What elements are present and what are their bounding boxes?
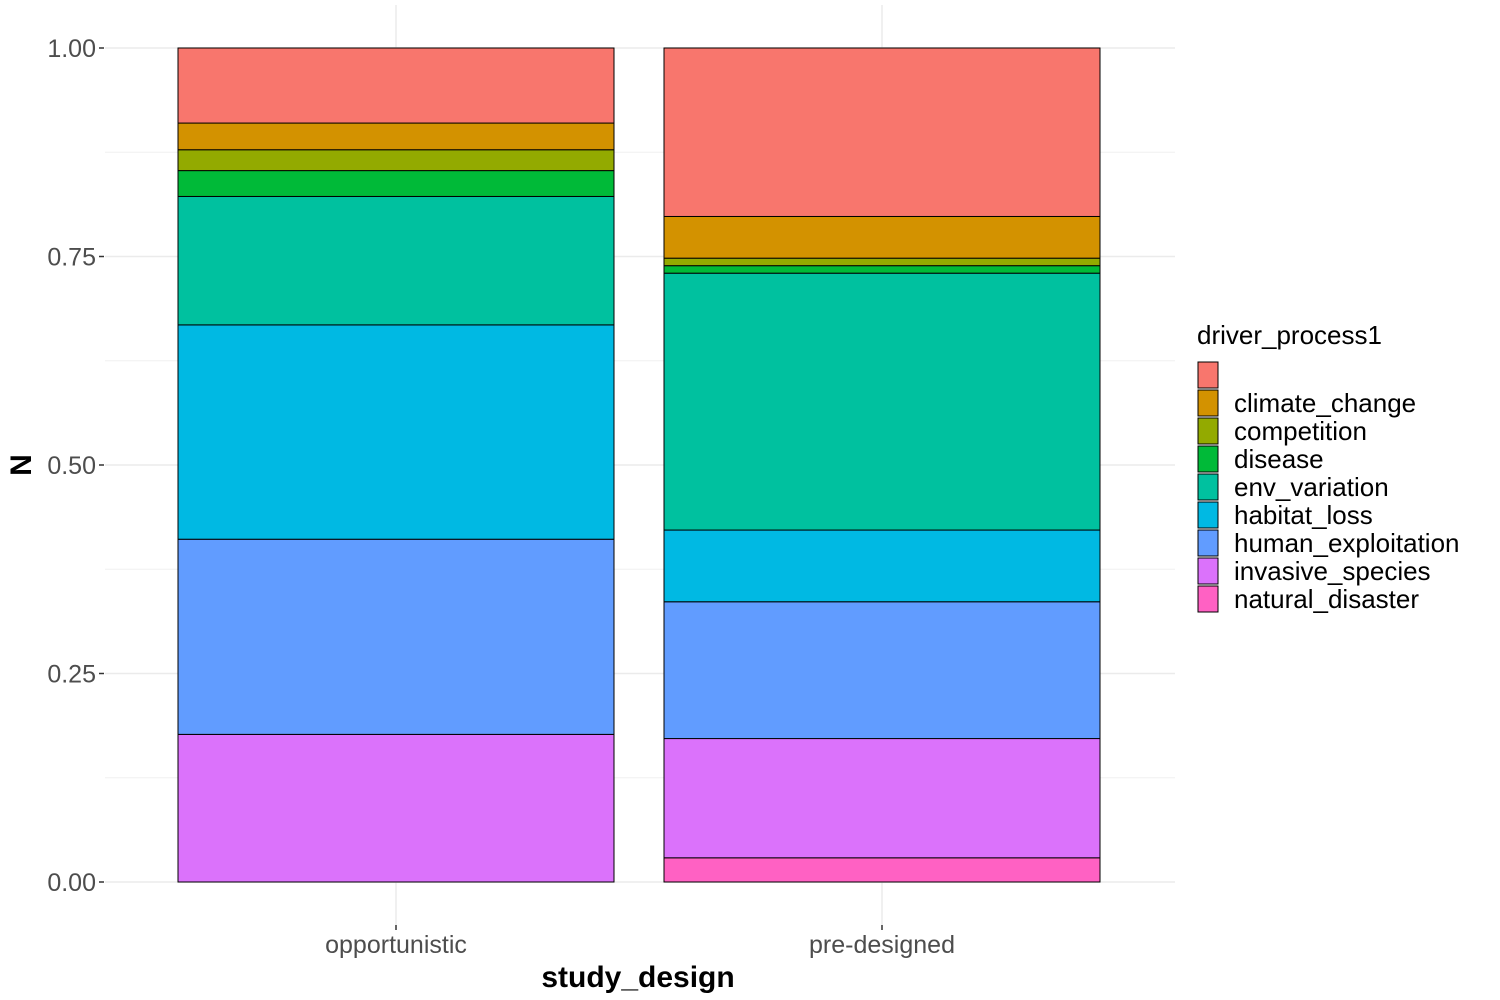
y-tick-label: 0.50: [47, 452, 96, 480]
y-tick-label: 0.00: [47, 869, 96, 897]
legend-label-env_variation: env_variation: [1234, 472, 1389, 502]
bar-segment-competition-opportunistic: [177, 149, 615, 172]
bar-segment-natural_disaster-pre-designed: [663, 857, 1101, 883]
y-tick-label: 0.25: [47, 661, 96, 689]
legend-label-climate_change: climate_change: [1234, 388, 1416, 418]
bar-segment-invasive_species-pre-designed: [663, 738, 1101, 859]
legend-key-climate_change: [1197, 389, 1219, 417]
bar-segment-blank-pre-designed: [663, 47, 1101, 217]
legend-key-human_exploitation: [1197, 529, 1219, 557]
bar-segment-env_variation-opportunistic: [177, 195, 615, 326]
bars: [177, 47, 1101, 883]
legend-label-competition: competition: [1234, 416, 1367, 446]
legend-title: driver_process1: [1197, 320, 1382, 350]
bar-segment-blank-opportunistic: [177, 47, 615, 124]
legend-key-habitat_loss: [1197, 501, 1219, 529]
x-tick-label: pre-designed: [809, 931, 955, 959]
legend: driver_process1 climate_changecompetitio…: [1197, 320, 1460, 614]
legend-label-disease: disease: [1234, 444, 1324, 474]
legend-key-disease: [1197, 445, 1219, 473]
legend-label-invasive_species: invasive_species: [1234, 556, 1431, 586]
legend-label-human_exploitation: human_exploitation: [1234, 528, 1460, 558]
legend-key-blank: [1197, 361, 1219, 389]
bar-segment-disease-pre-designed: [663, 265, 1101, 274]
legend-label-natural_disaster: natural_disaster: [1234, 584, 1419, 614]
bar-segment-invasive_species-opportunistic: [177, 733, 615, 883]
bar-segment-env_variation-pre-designed: [663, 272, 1101, 531]
y-axis-title: N: [5, 454, 38, 476]
legend-key-env_variation: [1197, 473, 1219, 501]
y-tick-label: 1.00: [47, 35, 96, 63]
axes: 0.00 0.25 0.50 0.75 1.00 opportunistic pre-des…: [47, 35, 955, 959]
bar-segment-climate_change-pre-designed: [663, 215, 1101, 259]
x-axis-title: study_design: [541, 961, 734, 994]
bar-segment-habitat_loss-pre-designed: [663, 529, 1101, 603]
legend-key-invasive_species: [1197, 557, 1219, 585]
bar-segment-climate_change-opportunistic: [177, 122, 615, 151]
legend-label-habitat_loss: habitat_loss: [1234, 500, 1373, 530]
x-tick-label: opportunistic: [325, 931, 467, 959]
legend-key-natural_disaster: [1197, 585, 1219, 613]
bar-segment-human_exploitation-pre-designed: [663, 601, 1101, 740]
bar-segment-competition-pre-designed: [663, 257, 1101, 267]
bar-segment-habitat_loss-opportunistic: [177, 324, 615, 540]
bar-segment-human_exploitation-opportunistic: [177, 538, 615, 735]
legend-key-competition: [1197, 417, 1219, 445]
y-tick-label: 0.75: [47, 244, 96, 272]
bar-segment-disease-opportunistic: [177, 170, 615, 197]
